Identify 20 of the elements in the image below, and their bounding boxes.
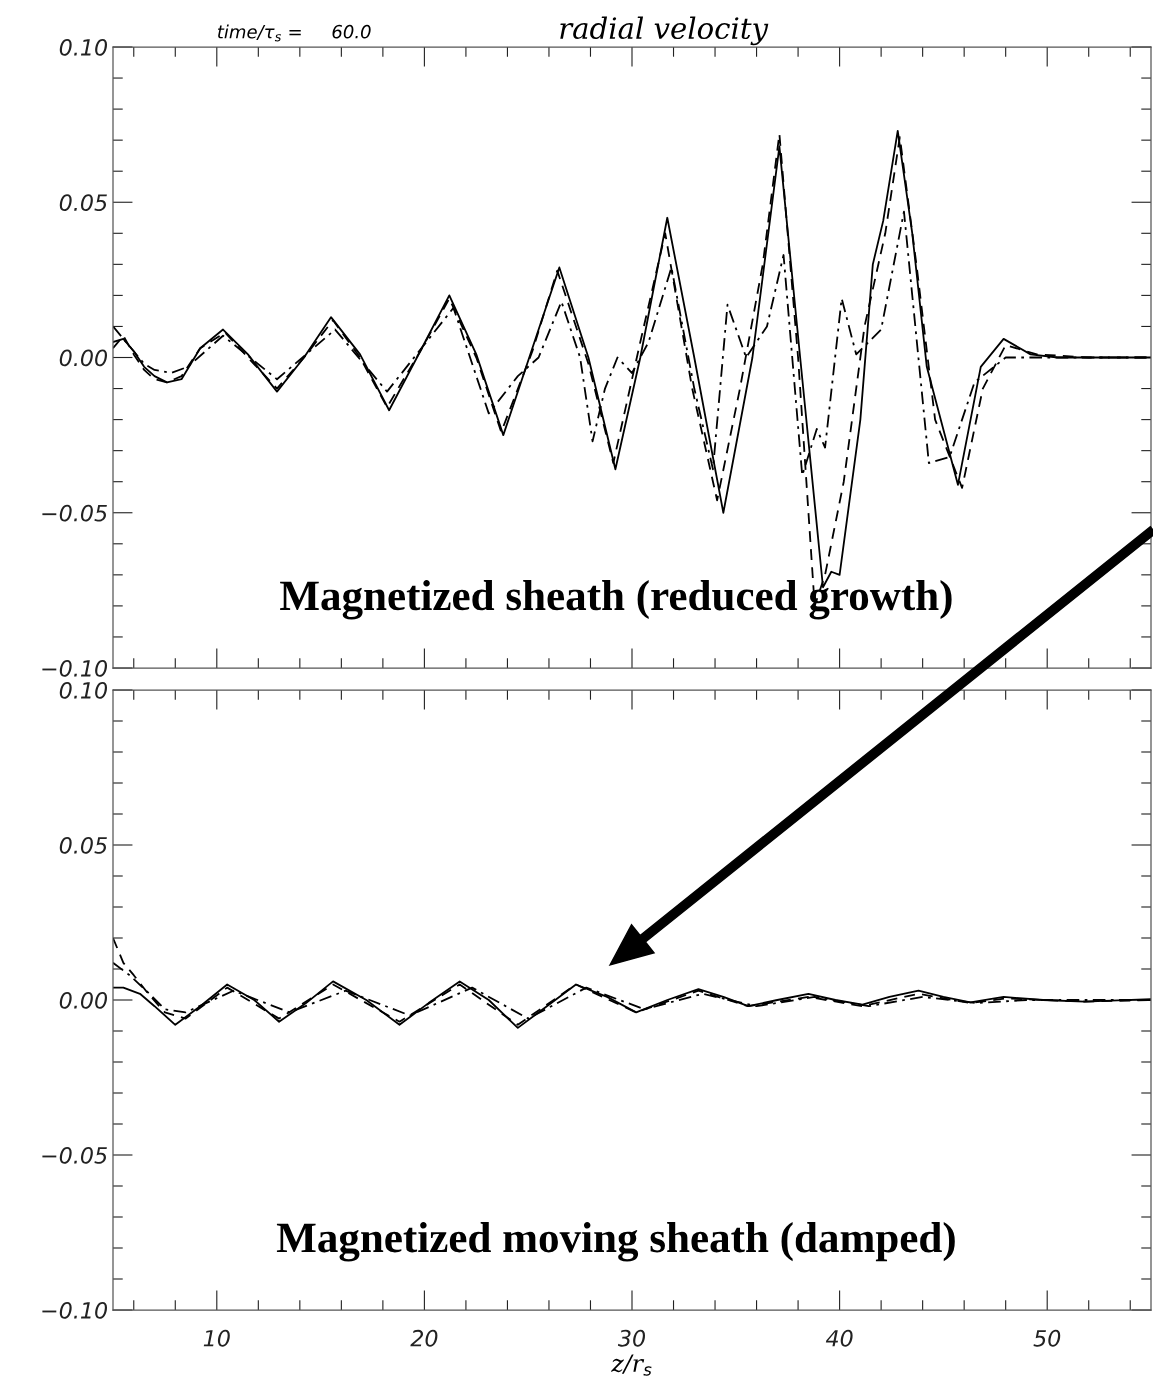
x-tick-label: 50 — [1033, 1329, 1061, 1347]
y-tick-label: 0.10 — [59, 681, 108, 699]
y-tick-label: 0.05 — [59, 836, 107, 854]
x-tick-label: 30 — [617, 1329, 646, 1347]
y-tick-label: −0.10 — [42, 659, 108, 677]
y-tick-label: 0.00 — [59, 991, 108, 1009]
y-tick-label: −0.10 — [42, 1301, 108, 1319]
x-tick-label: 20 — [410, 1329, 438, 1347]
annotation: Magnetized sheath (reduced growth) — [280, 580, 952, 620]
x-axis-title: z/r$_{s}$ — [611, 1354, 652, 1376]
y-tick-label: 0.10 — [59, 38, 108, 56]
chart-subtitle: time/τ$_{s}$ = 60.0 — [217, 24, 371, 42]
y-tick-label: 0.00 — [59, 349, 108, 367]
y-tick-label: −0.05 — [42, 504, 107, 522]
x-tick-label: 40 — [825, 1329, 853, 1347]
annotation: Magnetized moving sheath (damped) — [276, 1222, 955, 1262]
chart-title: radial velocity — [560, 16, 769, 46]
y-tick-label: 0.05 — [59, 194, 107, 212]
x-tick-label: 10 — [203, 1329, 230, 1347]
y-tick-label: −0.05 — [42, 1146, 107, 1164]
